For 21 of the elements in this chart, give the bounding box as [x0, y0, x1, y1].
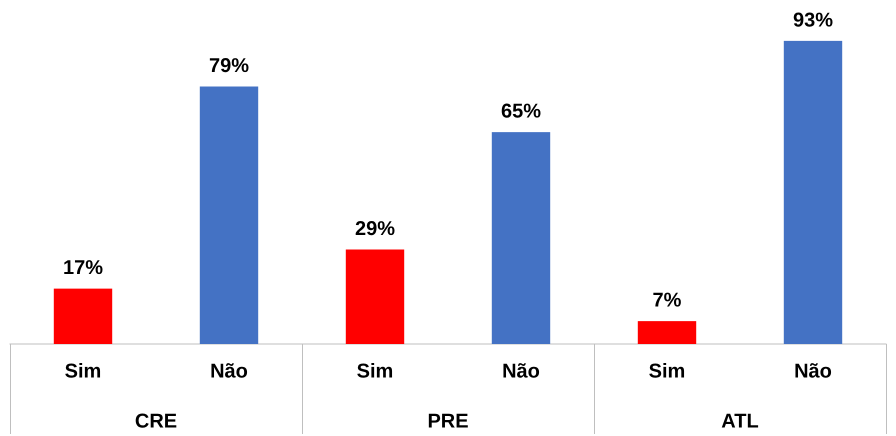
text: PRE: [427, 410, 469, 433]
x-tick-label: Sim: [356, 360, 394, 383]
bar: [492, 132, 550, 344]
text: ATL: [721, 410, 759, 433]
bar: [346, 249, 404, 344]
data-label: 17%: [62, 257, 104, 280]
text: CRE: [134, 410, 178, 433]
x-tick-label: Sim: [648, 360, 686, 383]
bar: [200, 86, 258, 344]
bar: [54, 288, 112, 344]
data-label: 7%: [652, 290, 682, 312]
data-label: 65%: [500, 100, 542, 123]
data-label: 93%: [792, 9, 834, 32]
x-tick-label: Não: [502, 360, 540, 383]
x-tick-label: Não: [210, 360, 248, 383]
bar: [638, 321, 696, 344]
data-label: 79%: [208, 54, 250, 77]
bar: [784, 40, 842, 344]
x-tick-label: Não: [794, 360, 832, 383]
x-tick-label: Sim: [64, 360, 102, 383]
data-label: 29%: [354, 218, 396, 240]
